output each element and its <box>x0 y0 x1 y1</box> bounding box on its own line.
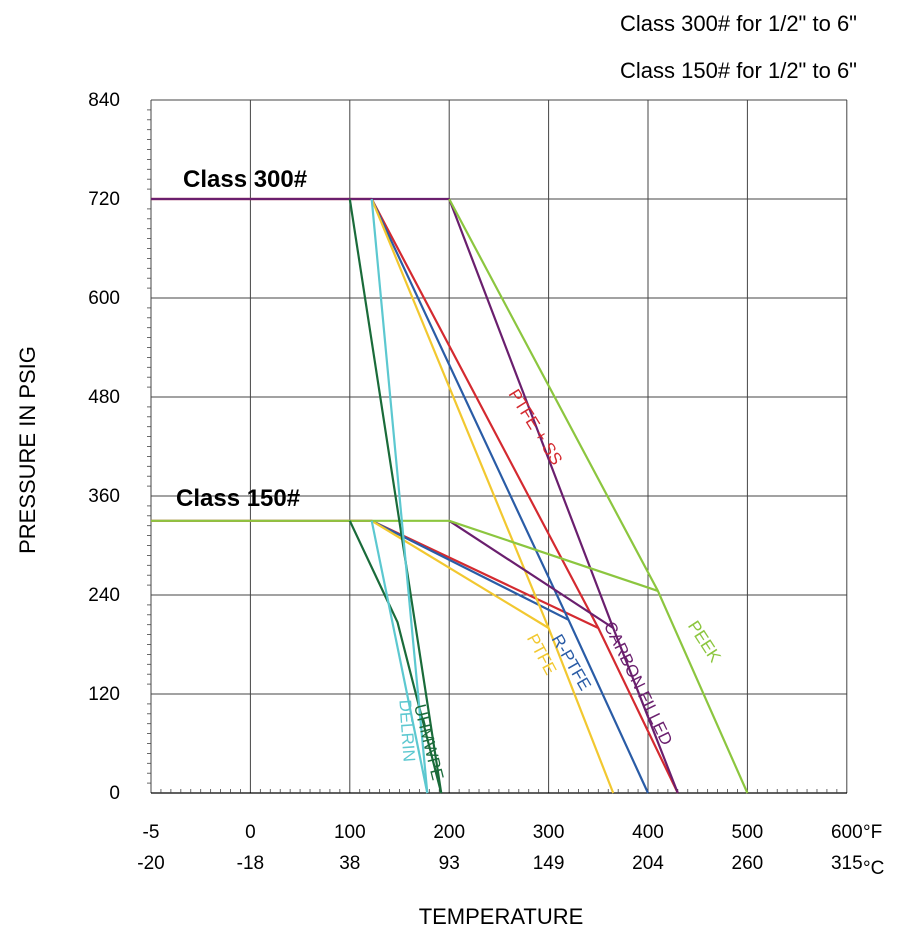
x-axis-title: TEMPERATURE <box>419 904 584 929</box>
x-tick-label-f: 600 <box>831 822 863 843</box>
series-r-ptfe-class300 <box>370 198 649 794</box>
grid <box>150 99 848 794</box>
series-peek-class150 <box>151 519 659 592</box>
y-tick-label: 240 <box>88 585 120 606</box>
x-tick-label-f: 300 <box>533 822 565 843</box>
series-ptfe-class150 <box>371 519 550 629</box>
series-ptfe-class300 <box>370 198 615 794</box>
series-peek-class300 <box>448 198 749 794</box>
x-tick-label-c: -18 <box>237 853 264 874</box>
class-300-label: Class 300# <box>183 166 307 193</box>
series-delrin-class300 <box>370 198 429 794</box>
series-r-ptfe-class150 <box>371 519 569 621</box>
series-carbon-filled-class150 <box>448 519 614 629</box>
x-tick-label-c: 93 <box>439 853 460 874</box>
x-tick-label-c: 38 <box>339 853 360 874</box>
y-axis-title: PRESSURE IN PSIG <box>15 346 40 554</box>
series-delrin-class150 <box>370 520 429 794</box>
series-lines <box>151 197 749 794</box>
y-tick-label: 120 <box>88 684 120 705</box>
x-tick-label-f: 500 <box>732 822 764 843</box>
series-label-ptfe-ss: PTFE + SS <box>505 386 566 469</box>
series-uhmwpe-class300 <box>348 198 443 794</box>
series-label-carbon-filled: CARBON FILLED <box>600 619 676 749</box>
series-uhmwpe-class150 <box>348 520 443 794</box>
x-tick-label-c: 260 <box>732 853 764 874</box>
y-tick-label: 0 <box>109 783 120 804</box>
x-tick-label-f: -5 <box>143 822 160 843</box>
minor-ticks <box>147 109 838 793</box>
x-unit-f: °F <box>863 822 882 843</box>
x-tick-label-c: 204 <box>632 853 664 874</box>
y-tick-label: 480 <box>88 387 120 408</box>
y-tick-label: 720 <box>88 189 120 210</box>
x-tick-label-f: 0 <box>245 822 256 843</box>
class-150-label: Class 150# <box>176 485 300 512</box>
x-tick-label-f: 200 <box>433 822 465 843</box>
x-tick-label-c: -20 <box>137 853 164 874</box>
y-tick-label: 840 <box>88 90 120 111</box>
x-tick-label-c: 315 <box>831 853 863 874</box>
series-label-delrin: DELRIN <box>395 699 418 763</box>
subtitle-class-300: Class 300# for 1/2" to 6" <box>620 11 857 36</box>
axis-tick-labels: 0 120 240 360 480 600 720 840 -5 0 100 200 300 400 500… <box>88 90 884 879</box>
y-tick-label: 600 <box>88 288 120 309</box>
x-unit-c: °C <box>863 858 884 879</box>
x-tick-label-f: 400 <box>632 822 664 843</box>
x-tick-label-f: 100 <box>334 822 366 843</box>
y-tick-label: 360 <box>88 486 120 507</box>
x-tick-label-c: 149 <box>533 853 565 874</box>
subtitle-class-150: Class 150# for 1/2" to 6" <box>620 58 857 83</box>
series-label-peek: PEEK <box>684 617 725 666</box>
series-carbon-filled-class300 <box>151 197 679 794</box>
